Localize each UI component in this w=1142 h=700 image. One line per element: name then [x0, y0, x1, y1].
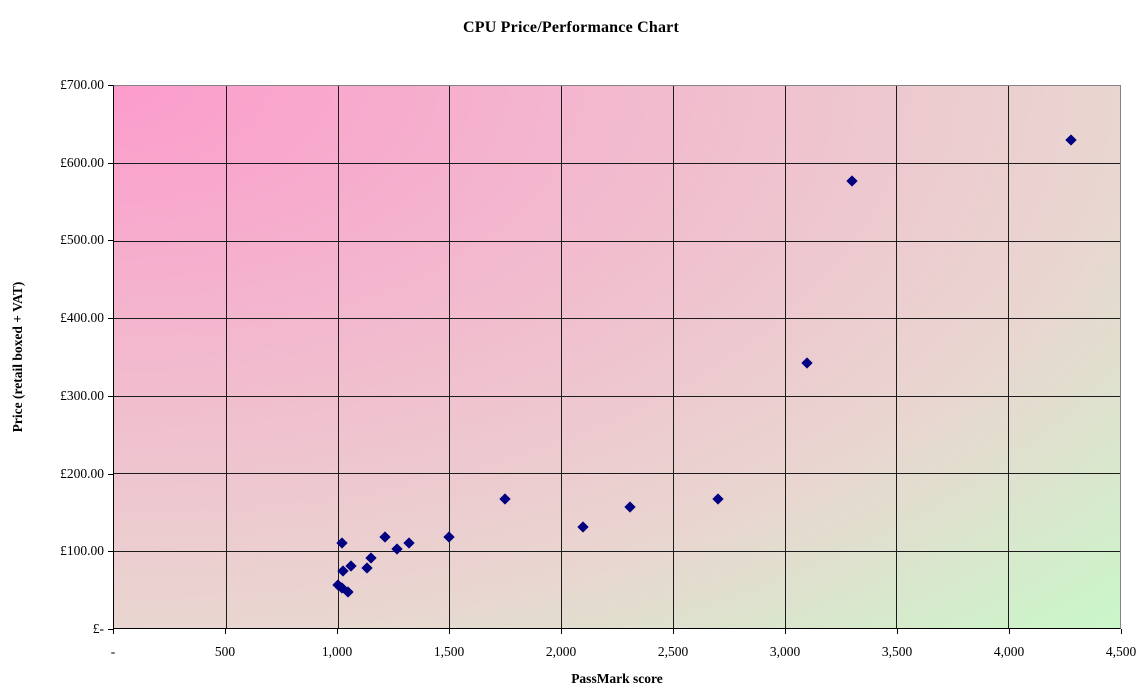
x-tick-label: 4,000: [993, 644, 1025, 659]
x-axis-tick: [561, 629, 562, 634]
data-point-marker: [1065, 134, 1077, 146]
vertical-gridline: [896, 86, 898, 628]
horizontal-gridline: [114, 163, 1120, 165]
x-tick-label: 2,000: [545, 644, 577, 659]
x-axis-tick: [113, 629, 114, 634]
vertical-gridline: [1008, 86, 1010, 628]
x-axis-tick: [785, 629, 786, 634]
y-axis-tick: [108, 85, 113, 86]
x-axis-tick: [449, 629, 450, 634]
data-point-marker: [577, 520, 590, 533]
x-tick-label: 1,500: [433, 644, 465, 659]
chart-title: CPU Price/Performance Chart: [463, 19, 679, 36]
x-axis-tick: [673, 629, 674, 634]
data-point-marker: [711, 493, 724, 506]
horizontal-gridline: [114, 395, 1120, 397]
y-axis-tick: [108, 551, 113, 553]
x-axis-title: PassMark score: [571, 671, 663, 686]
x-tick-label: 3,500: [881, 644, 913, 659]
y-axis-tick: [108, 473, 113, 475]
data-point-marker: [624, 501, 637, 513]
y-tick-label: £500.00: [60, 232, 104, 248]
x-tick-label: 2,500: [657, 644, 689, 659]
vertical-gridline: [672, 86, 674, 628]
vertical-gridline: [784, 86, 786, 628]
data-point-marker: [391, 543, 403, 555]
x-tick-label: 4,500: [1105, 644, 1137, 659]
x-axis-tick: [1121, 629, 1122, 634]
y-axis-tick: [108, 162, 113, 164]
data-point-marker: [846, 175, 858, 187]
y-tick-label: £600.00: [60, 154, 104, 170]
x-tick-label: 1,000: [321, 644, 353, 659]
data-point-marker: [403, 537, 415, 549]
y-axis-tick: [108, 318, 113, 320]
plot-area: [113, 85, 1121, 629]
y-axis-tick: [108, 395, 113, 397]
data-point-marker: [443, 530, 455, 543]
horizontal-gridline: [114, 550, 1120, 552]
x-tick-label: -: [110, 644, 116, 659]
y-tick-label: £400.00: [60, 310, 104, 326]
y-tick-label: £300.00: [60, 387, 104, 403]
x-tick-label: 500: [214, 644, 236, 659]
horizontal-gridline: [114, 318, 1120, 320]
horizontal-gridline: [114, 473, 1120, 475]
x-axis-tick: [897, 629, 898, 634]
vertical-gridline: [225, 86, 227, 628]
horizontal-gridline: [114, 240, 1120, 242]
data-point-marker: [378, 530, 391, 543]
y-axis-tick: [108, 240, 113, 242]
y-tick-label: £200.00: [60, 465, 104, 481]
data-point-marker: [499, 493, 511, 505]
x-axis-tick: [337, 629, 338, 634]
vertical-gridline: [449, 86, 451, 628]
vertical-gridline: [561, 86, 563, 628]
y-tick-label: £100.00: [60, 543, 104, 559]
y-tick-label: £-: [92, 621, 104, 636]
vertical-gridline: [337, 86, 339, 628]
x-axis-tick: [1009, 629, 1010, 634]
x-axis-tick: [225, 629, 226, 634]
y-tick-label: £700.00: [60, 77, 104, 92]
data-point-marker: [801, 357, 813, 369]
x-tick-label: 3,000: [769, 644, 801, 659]
y-axis-tick: [108, 629, 113, 630]
y-axis-title: Price (retail boxed + VAT): [10, 281, 25, 433]
